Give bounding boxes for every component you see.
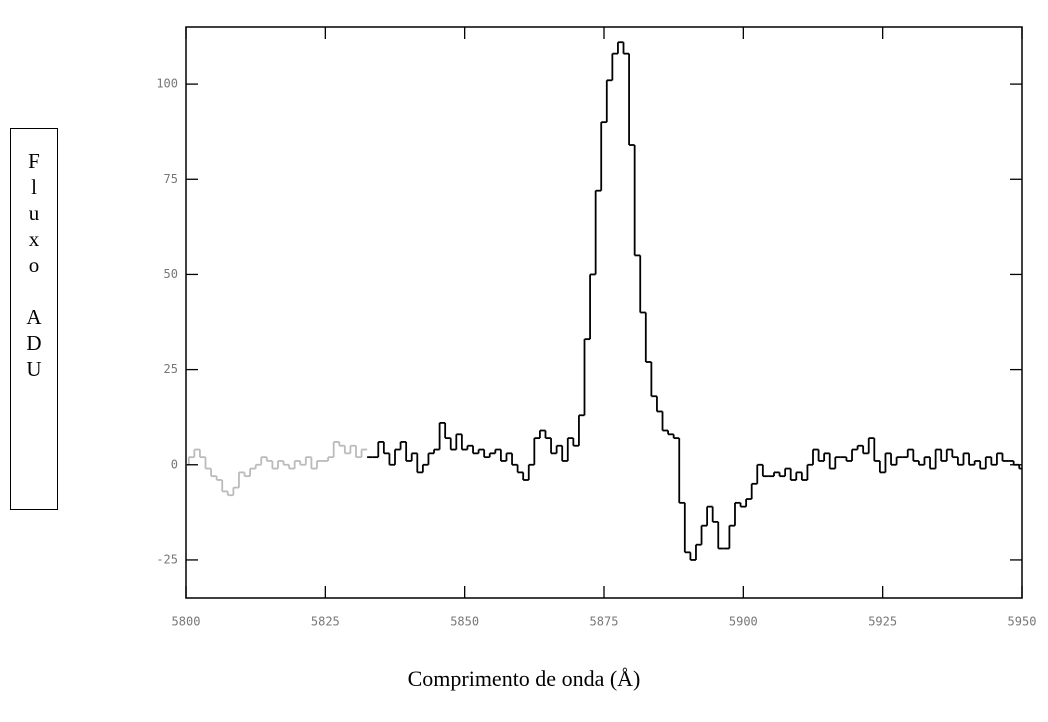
y-axis-label: Fluxo ADU	[10, 128, 58, 510]
x-tick-label: 5900	[729, 615, 758, 629]
y-tick-label: -25	[156, 552, 178, 566]
x-tick-label: 5850	[450, 615, 479, 629]
y-tick-label: 0	[171, 457, 178, 471]
x-tick-label: 5925	[868, 615, 897, 629]
y-tick-label: 100	[156, 77, 178, 91]
plot-frame	[185, 26, 1023, 599]
x-axis-label: Comprimento de onda (Å)	[407, 666, 641, 691]
y-tick-label: 25	[164, 362, 178, 376]
x-tick-label: 5875	[590, 615, 619, 629]
y-tick-label: 50	[164, 267, 178, 281]
x-tick-label: 5825	[311, 615, 340, 629]
y-tick-label: 75	[164, 172, 178, 186]
plot-area	[186, 41, 1022, 561]
x-tick-label: 5950	[1008, 615, 1037, 629]
x-tick-label: 5800	[172, 615, 201, 629]
